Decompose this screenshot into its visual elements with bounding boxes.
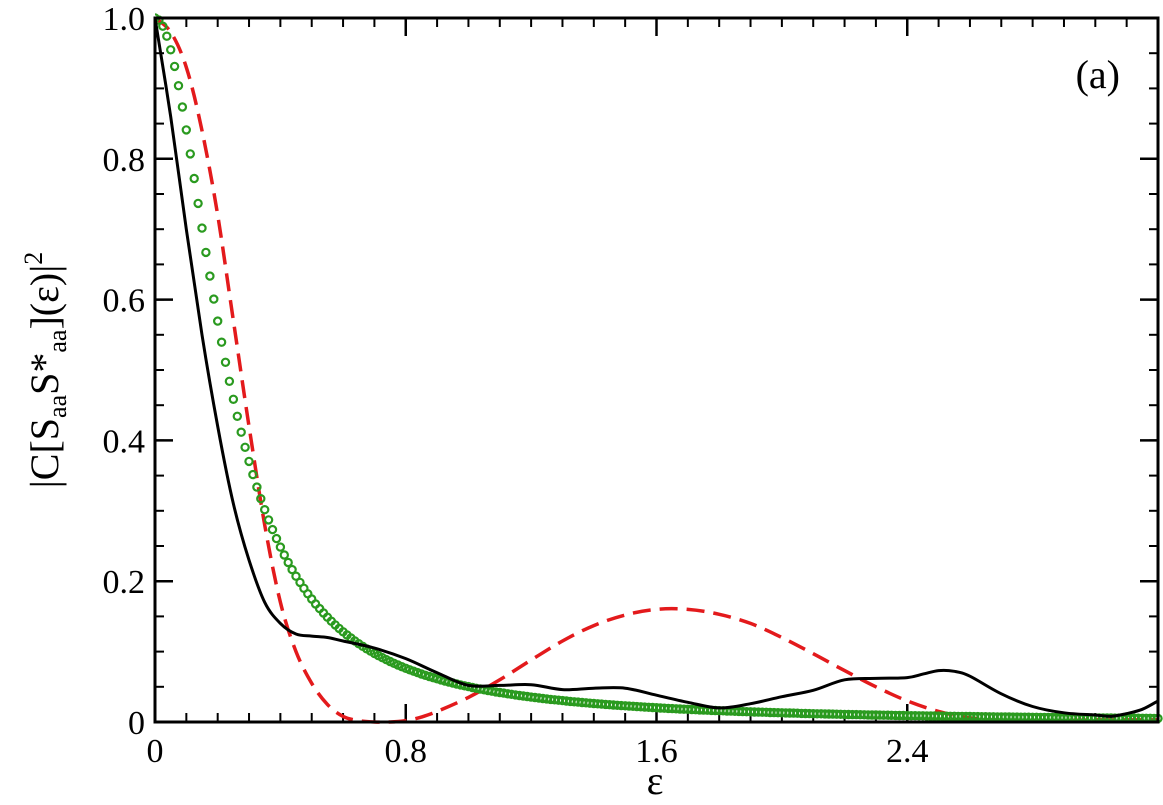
- y-tick-label: 0.8: [103, 142, 146, 179]
- axis-ticks: [153, 16, 1159, 724]
- series-circle-point: [228, 394, 239, 404]
- series-circle-point: [169, 61, 180, 72]
- x-tick-label: 0.8: [385, 733, 428, 770]
- x-tick-label: 1.6: [635, 733, 678, 770]
- y-tick-label: 1.0: [103, 1, 146, 38]
- y-tick-label: 0.6: [103, 283, 146, 320]
- series-circle-point: [248, 469, 258, 480]
- series-circle-point: [201, 247, 211, 258]
- y-label-prefix: |C[S: [22, 418, 67, 488]
- series-circle-point: [216, 337, 227, 347]
- series-circle-point: [283, 557, 293, 568]
- series-circle-point: [240, 442, 250, 452]
- series-circle-point: [162, 31, 172, 41]
- panel-label: (a): [1076, 52, 1120, 97]
- series-circle-point: [256, 494, 266, 504]
- y-label-suffix: ](ε)|: [22, 265, 67, 330]
- series-circle-point: [279, 550, 289, 560]
- series-circle-point: [209, 294, 219, 304]
- series-circle-point: [205, 271, 215, 281]
- series-circle-point: [224, 376, 235, 386]
- x-axis-label: ε: [647, 758, 664, 803]
- y-axis-label: |C[SaaS*aa](ε)|2: [19, 252, 72, 488]
- tick-labels: 0 0.8 1.6 2.4 0 0.2 0.4 0.6 0.8 1.0: [103, 1, 929, 770]
- plot-frame: [153, 16, 1160, 724]
- y-label-sub2: aa: [43, 329, 72, 353]
- plot-series: [155, 13, 1163, 724]
- series-dashed-line: [155, 16, 1158, 724]
- series-circle-point: [271, 533, 282, 544]
- series-circle-point: [291, 571, 301, 581]
- series-circle-point: [173, 80, 184, 91]
- x-tick-label: 0: [147, 733, 164, 770]
- series-circle-point: [275, 542, 286, 552]
- series-circle-point: [267, 524, 278, 535]
- y-tick-label: 0.4: [103, 423, 146, 460]
- y-label-sup: 2: [19, 252, 48, 265]
- series-circle-point: [197, 223, 207, 233]
- series-circle-point: [252, 482, 262, 492]
- series-circle-point: [185, 149, 195, 159]
- y-label-mid: S*: [22, 353, 67, 395]
- y-tick-label: 0.2: [103, 564, 146, 601]
- series-circle-point: [220, 357, 231, 367]
- series-circle-point: [189, 173, 199, 184]
- series-circle-point: [181, 125, 191, 135]
- series-circle-point: [193, 198, 203, 209]
- series-circle-point: [165, 45, 176, 55]
- series-solid-line: [155, 17, 1159, 718]
- series-circle-point: [212, 316, 223, 326]
- series-circle-point: [158, 21, 168, 31]
- series-circle-point: [177, 102, 188, 112]
- series-circles: [155, 13, 1163, 724]
- x-tick-label: 2.4: [886, 733, 929, 770]
- series-circle-point: [244, 456, 254, 467]
- series-circle-point: [287, 564, 297, 575]
- series-circle-point: [232, 411, 242, 421]
- series-circle-point: [260, 505, 270, 515]
- y-tick-label: 0: [128, 705, 145, 742]
- y-label-sub1: aa: [43, 394, 72, 418]
- series-circle-point: [236, 427, 246, 437]
- series-circle-point: [263, 515, 274, 525]
